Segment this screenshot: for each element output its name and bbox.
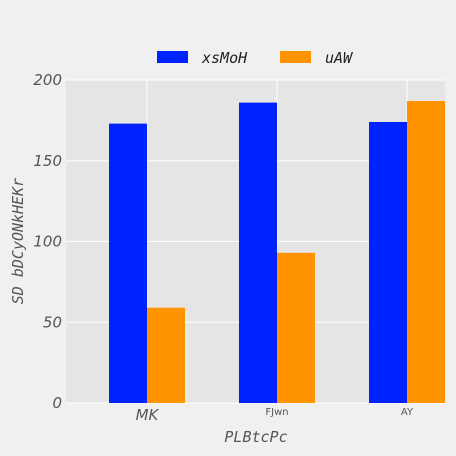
- bars: [109, 100, 445, 404]
- bar-xsMoH-MK: [109, 123, 147, 403]
- legend-swatch-uAW: [280, 51, 311, 63]
- bar-uAW-AY: [407, 100, 445, 404]
- legend-swatch-xsMoH: [157, 51, 188, 63]
- x-axis-label: PLBtcPc: [224, 428, 287, 446]
- y-tick-label: 150: [33, 152, 62, 170]
- x-tick-label: AY: [401, 407, 414, 418]
- legend-label: uAW: [325, 49, 354, 67]
- y-tick-label: 50: [43, 313, 62, 331]
- y-axis-label: SD bDCyONkHEKr: [9, 178, 27, 304]
- x-tick-label: MK: [136, 406, 160, 424]
- x-tick-label: FJwn: [265, 407, 288, 418]
- y-tick-label: 100: [33, 233, 62, 251]
- y-tick-labels: 0 50 100 150 200: [33, 71, 62, 412]
- x-tick-labels: MK FJwn AY: [136, 406, 414, 424]
- bar-xsMoH-FJwn: [239, 102, 277, 404]
- legend-label: xsMoH: [201, 49, 248, 67]
- bar-uAW-FJwn: [277, 252, 315, 403]
- y-tick-label: 200: [33, 71, 62, 89]
- bar-uAW-MK: [147, 307, 185, 403]
- legend: xsMoH uAW: [157, 49, 354, 67]
- bar-xsMoH-AY: [369, 121, 407, 404]
- y-tick-label: 0: [52, 394, 62, 412]
